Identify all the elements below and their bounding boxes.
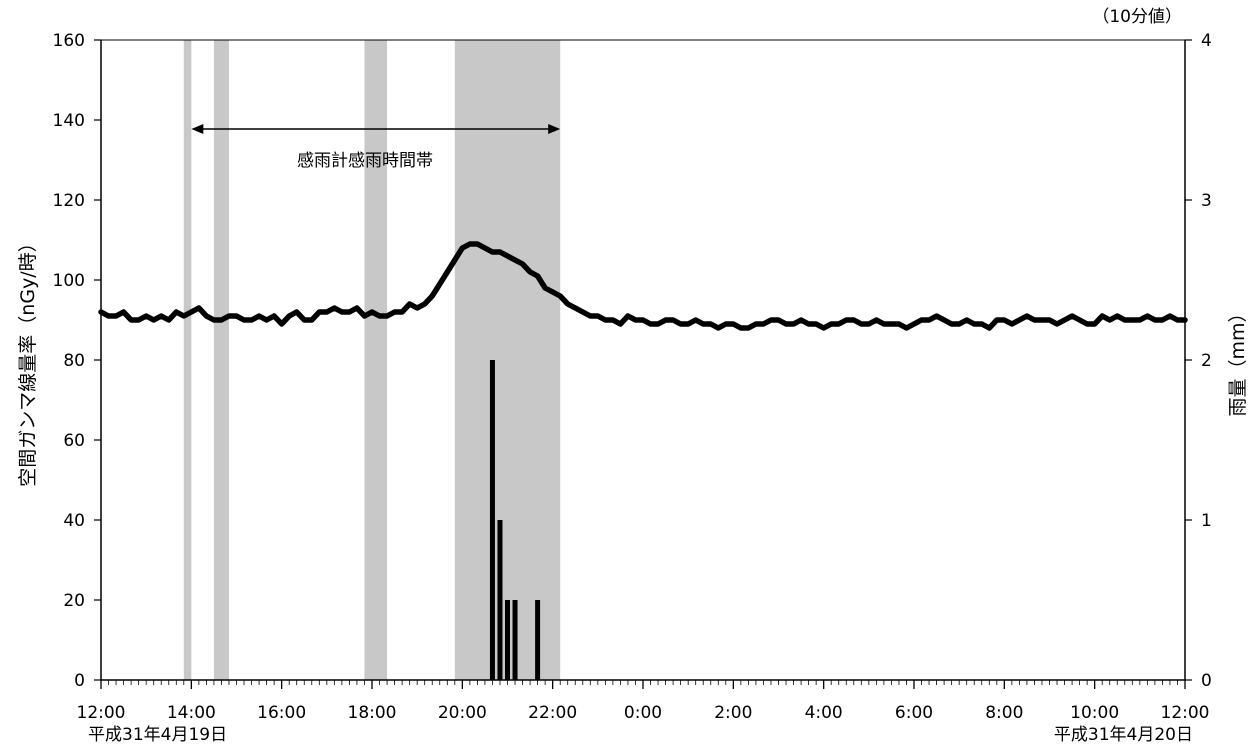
y-left-tick-label: 120 — [53, 191, 85, 211]
y-right-tick-label: 4 — [1201, 31, 1212, 51]
y-left-tick-label: 40 — [63, 511, 85, 531]
axes: 0 20 40 60 80 100 120 140 160 0 1 2 3 4 12:00 14:00 16:0… — [53, 31, 1212, 723]
rain-bar-2 — [497, 520, 503, 680]
y-left-tick-label: 100 — [53, 271, 85, 291]
rain-band-1 — [183, 40, 192, 680]
rain-bar-3 — [505, 600, 510, 680]
rain-bar-4 — [512, 600, 518, 680]
y-left-tick-label: 60 — [63, 431, 85, 451]
x-tick-label: 22:00 — [528, 703, 577, 723]
y-right-tick-label: 2 — [1201, 351, 1212, 371]
y-left-tick-label: 20 — [63, 591, 85, 611]
rain-band-4 — [454, 40, 561, 680]
rain-band-3 — [364, 40, 388, 680]
annotation-group: 感雨計感雨時間帯 — [191, 124, 561, 171]
y-right-tick-label: 3 — [1201, 191, 1212, 211]
rain-sensing-bands — [183, 40, 561, 680]
rain-band-2 — [213, 40, 229, 680]
x-tick-label: 2:00 — [714, 703, 752, 723]
y-left-tick-label: 140 — [53, 111, 85, 131]
x-tick-label: 8:00 — [985, 703, 1023, 723]
x-tick-label: 18:00 — [348, 703, 397, 723]
annotation-text: 感雨計感雨時間帯 — [297, 151, 433, 171]
rain-bar-5 — [535, 600, 541, 680]
y-left-tick-label: 160 — [53, 31, 85, 51]
x-tick-label: 6:00 — [895, 703, 933, 723]
x-tick-label: 12:00 — [1161, 703, 1210, 723]
x-tick-label: 4:00 — [805, 703, 843, 723]
y-left-tick-label: 80 — [63, 351, 85, 371]
date-label-left: 平成31年4月19日 — [88, 725, 227, 745]
x-tick-label: 14:00 — [167, 703, 216, 723]
y-right-tick-label: 1 — [1201, 511, 1212, 531]
x-tick-label: 12:00 — [77, 703, 126, 723]
unit-note: （10分値） — [1092, 7, 1182, 27]
x-tick-label: 0:00 — [624, 703, 662, 723]
rainfall-bars — [489, 360, 541, 680]
y-axis-right-title: 雨量（mm） — [1227, 303, 1249, 416]
arrow-head-left — [191, 124, 204, 134]
arrow-head-right — [548, 124, 561, 134]
date-label-right: 平成31年4月20日 — [1054, 725, 1193, 745]
x-tick-label: 10:00 — [1070, 703, 1119, 723]
y-axis-left-title: 空間ガンマ線量率（nGy/時） — [17, 233, 39, 486]
y-left-tick-label: 0 — [74, 671, 85, 691]
x-tick-label: 16:00 — [257, 703, 306, 723]
x-tick-label: 20:00 — [438, 703, 487, 723]
dose-rate-line — [98, 241, 1188, 331]
rain-bar-1 — [489, 360, 495, 680]
y-right-tick-label: 0 — [1201, 671, 1212, 691]
